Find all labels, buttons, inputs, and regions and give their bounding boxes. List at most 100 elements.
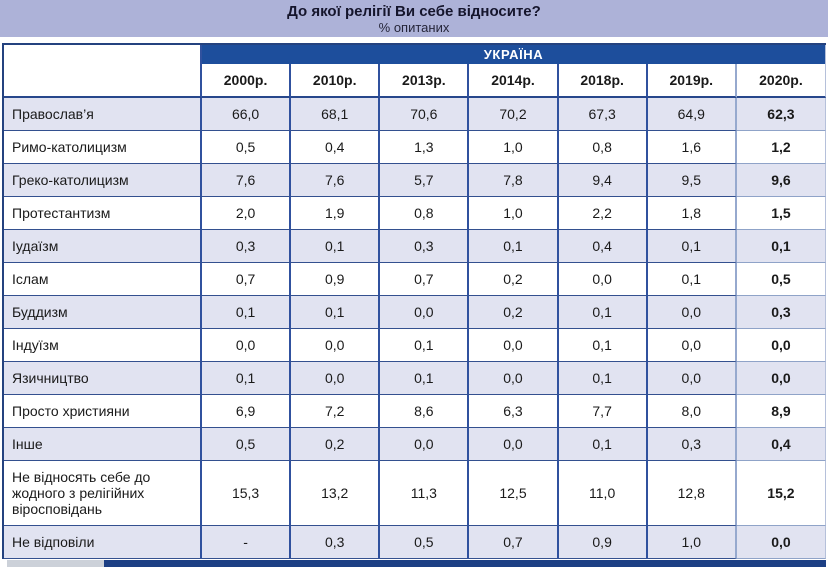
row-label: Іудаїзм	[4, 230, 202, 263]
value-cell: 0,0	[736, 362, 826, 395]
row-label: Інше	[4, 428, 202, 461]
year-header: 2000р.	[202, 64, 292, 98]
year-header: 2018р.	[558, 64, 648, 98]
value-cell: 0,8	[380, 197, 470, 230]
value-cell: 0,1	[380, 329, 470, 362]
value-cell: 0,0	[736, 329, 826, 362]
table-row: Греко-католицизм 7,6 7,6 5,7 7,8 9,4 9,5 9,6	[4, 164, 826, 197]
value-cell: 0,7	[380, 263, 470, 296]
value-cell: 1,9	[291, 197, 381, 230]
value-cell: 0,2	[469, 296, 559, 329]
value-cell: 1,3	[380, 131, 470, 164]
table-row: Протестантизм 2,0 1,9 0,8 1,0 2,2 1,8 1,5	[4, 197, 826, 230]
value-cell: 1,0	[469, 197, 559, 230]
value-cell: 8,6	[380, 395, 470, 428]
value-cell: 8,0	[647, 395, 737, 428]
row-label: Буддизм	[4, 296, 202, 329]
value-cell: 13,2	[291, 461, 381, 526]
table-row: Просто християни 6,9 7,2 8,6 6,3 7,7 8,0 8,9	[4, 395, 826, 428]
region-header: УКРАЇНА	[202, 45, 826, 64]
footer-gray-segment	[7, 560, 104, 567]
year-header: 2020р.	[736, 64, 826, 98]
value-cell: 0,5	[380, 526, 470, 559]
value-cell: 12,5	[469, 461, 559, 526]
value-cell: 9,6	[736, 164, 826, 197]
value-cell: 0,1	[736, 230, 826, 263]
row-label: Іслам	[4, 263, 202, 296]
row-label: Язичництво	[4, 362, 202, 395]
value-cell: 0,2	[291, 428, 381, 461]
table-row: Іслам 0,7 0,9 0,7 0,2 0,0 0,1 0,5	[4, 263, 826, 296]
value-cell: 0,1	[291, 296, 381, 329]
value-cell: 7,8	[469, 164, 559, 197]
value-cell: 8,9	[736, 395, 826, 428]
value-cell: 1,8	[647, 197, 737, 230]
value-cell: 0,2	[469, 263, 559, 296]
year-header: 2014р.	[469, 64, 559, 98]
value-cell: 0,1	[202, 296, 292, 329]
value-cell: 0,0	[558, 263, 648, 296]
value-cell: 68,1	[291, 98, 381, 131]
value-cell: 0,3	[736, 296, 826, 329]
value-cell: 0,3	[380, 230, 470, 263]
table-row: Православ’я 66,0 68,1 70,6 70,2 67,3 64,9 62,3	[4, 98, 826, 131]
value-cell: 0,0	[291, 362, 381, 395]
value-cell: 11,3	[380, 461, 470, 526]
table-row: Не відповіли -0,3 0,5 0,7 0,9 1,0 0,0	[4, 526, 826, 559]
year-header: 2019р.	[647, 64, 737, 98]
value-cell: 1,6	[647, 131, 737, 164]
value-cell: 0,3	[647, 428, 737, 461]
year-header-row: 2000р. 2010р. 2013р. 2014р. 2018р. 2019р. 2020…	[4, 64, 826, 98]
value-cell: 6,3	[469, 395, 559, 428]
value-cell: 0,8	[558, 131, 648, 164]
value-cell: 12,8	[647, 461, 737, 526]
value-cell: 0,0	[736, 526, 826, 559]
value-cell: 0,5	[202, 428, 292, 461]
table-row: Іудаїзм 0,3 0,1 0,3 0,1 0,4 0,1 0,1	[4, 230, 826, 263]
value-cell: 0,9	[291, 263, 381, 296]
table-row: Буддизм 0,1 0,1 0,0 0,2 0,1 0,0 0,3	[4, 296, 826, 329]
table-row: Язичництво 0,1 0,0 0,1 0,0 0,1 0,0 0,0	[4, 362, 826, 395]
page-title: До якої релігії Ви себе відносите?	[287, 3, 541, 20]
value-cell: 0,5	[736, 263, 826, 296]
value-cell: 0,1	[291, 230, 381, 263]
value-cell: 70,2	[469, 98, 559, 131]
footer-bar	[2, 560, 826, 567]
value-cell: 66,0	[202, 98, 292, 131]
value-cell: 0,0	[380, 296, 470, 329]
corner-cell	[4, 45, 202, 98]
row-label: Протестантизм	[4, 197, 202, 230]
title-banner: До якої релігії Ви себе відносите? % опи…	[0, 0, 828, 37]
row-label: Православ’я	[4, 98, 202, 131]
value-cell: 0,1	[647, 230, 737, 263]
value-cell: 0,0	[202, 329, 292, 362]
value-cell: 0,0	[469, 362, 559, 395]
value-cell: 0,7	[202, 263, 292, 296]
value-cell: 0,3	[202, 230, 292, 263]
value-cell: 9,5	[647, 164, 737, 197]
footer-navy-segment	[104, 560, 826, 567]
row-label: Греко-католицизм	[4, 164, 202, 197]
value-cell: 15,2	[736, 461, 826, 526]
value-cell: 7,6	[202, 164, 292, 197]
value-cell: 1,0	[469, 131, 559, 164]
table-row: Індуїзм 0,0 0,0 0,1 0,0 0,1 0,0 0,0	[4, 329, 826, 362]
value-cell: 0,1	[558, 428, 648, 461]
value-cell: 0,1	[202, 362, 292, 395]
value-cell: 0,0	[647, 296, 737, 329]
value-cell: 0,4	[558, 230, 648, 263]
value-cell: 2,0	[202, 197, 292, 230]
value-cell: 0,1	[558, 329, 648, 362]
value-cell: 0,1	[469, 230, 559, 263]
value-cell: 0,0	[469, 329, 559, 362]
value-cell: 0,7	[469, 526, 559, 559]
year-header: 2010р.	[291, 64, 381, 98]
value-cell: 6,9	[202, 395, 292, 428]
row-label: Просто християни	[4, 395, 202, 428]
page-subtitle: % опитаних	[378, 20, 450, 35]
value-cell: 0,3	[291, 526, 381, 559]
value-cell: 64,9	[647, 98, 737, 131]
value-cell: 1,2	[736, 131, 826, 164]
region-header-row: УКРАЇНА	[4, 45, 826, 98]
